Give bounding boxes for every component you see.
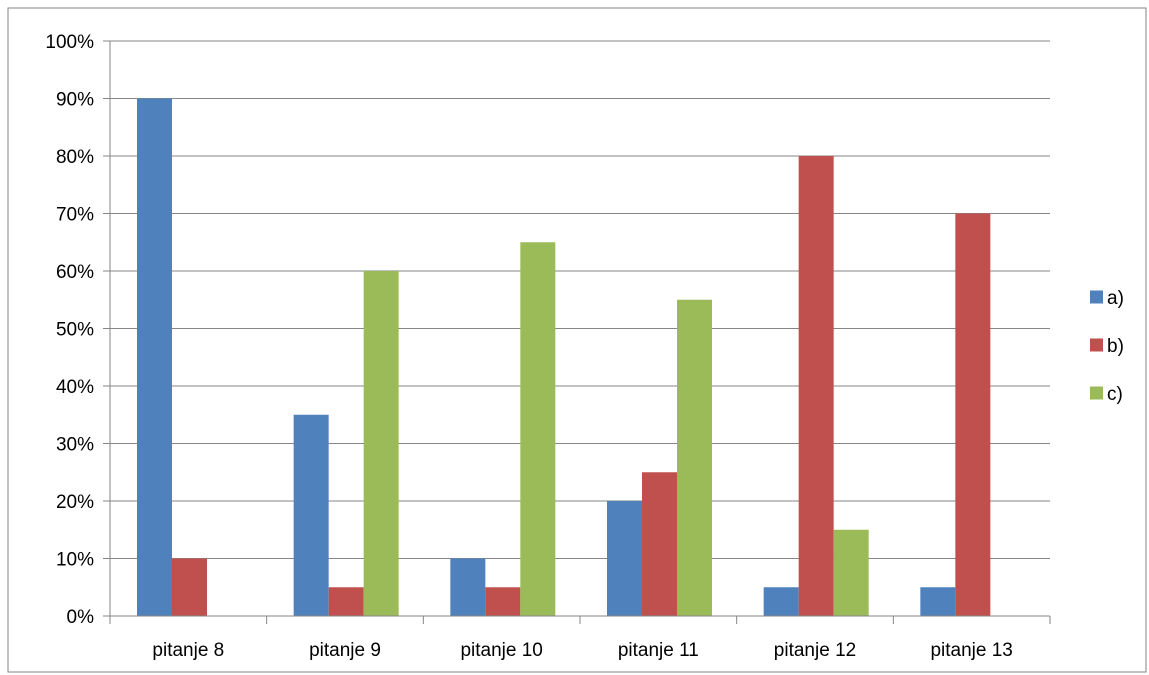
x-tick-labels: pitanje 8 pitanje 9 pitanje 10 pitanje 11 pi… — [152, 640, 1012, 661]
legend-swatch — [1090, 290, 1103, 304]
legend: a) b) c) — [1090, 288, 1124, 405]
bar-c-1 — [363, 271, 399, 616]
y-tick-labels: 0% 10% 20% 30% 40% 50% 60% 70% 80% 90% 100% — [45, 32, 94, 628]
y-tick-label: 10% — [56, 550, 94, 571]
bar-a-5 — [920, 587, 956, 616]
y-tick-label: 90% — [56, 90, 94, 111]
bar-a-0 — [137, 98, 172, 616]
bar-a-4 — [763, 587, 799, 616]
legend-swatch — [1090, 386, 1103, 400]
y-tick-label: 50% — [56, 320, 94, 341]
bar-b-0 — [172, 558, 207, 616]
x-tick-label: pitanje 12 — [774, 640, 856, 661]
bar-b-4 — [798, 156, 834, 616]
y-tick-label: 80% — [56, 147, 94, 168]
bar-c-3 — [677, 299, 712, 616]
y-tick-label: 40% — [56, 377, 94, 398]
x-tick-label: pitanje 9 — [309, 640, 381, 661]
x-tick-label: pitanje 11 — [618, 640, 699, 661]
bar-b-5 — [955, 213, 991, 616]
x-tick-label: pitanje 8 — [152, 640, 224, 661]
bar-a-3 — [607, 501, 642, 616]
y-tick-label: 100% — [45, 32, 94, 53]
legend-swatch — [1090, 338, 1103, 352]
y-tick-label: 60% — [56, 262, 94, 283]
x-tick-label: pitanje 10 — [460, 640, 542, 661]
axes — [109, 41, 1051, 624]
y-tick-label: 70% — [56, 205, 94, 226]
y-tick-label: 20% — [56, 492, 94, 513]
legend-label: c) — [1107, 384, 1123, 405]
bar-b-3 — [642, 472, 677, 616]
bar-c-2 — [520, 242, 556, 616]
y-tick-label: 0% — [67, 607, 95, 628]
bar-b-1 — [328, 587, 364, 616]
legend-label: a) — [1107, 288, 1124, 309]
y-tick-label: 30% — [56, 435, 94, 456]
bars — [137, 98, 991, 616]
bar-b-2 — [485, 587, 521, 616]
x-tick-label: pitanje 13 — [930, 640, 1012, 661]
bar-a-1 — [293, 414, 329, 616]
bar-c-4 — [833, 529, 869, 616]
bar-a-2 — [450, 558, 486, 616]
legend-label: b) — [1107, 336, 1124, 357]
